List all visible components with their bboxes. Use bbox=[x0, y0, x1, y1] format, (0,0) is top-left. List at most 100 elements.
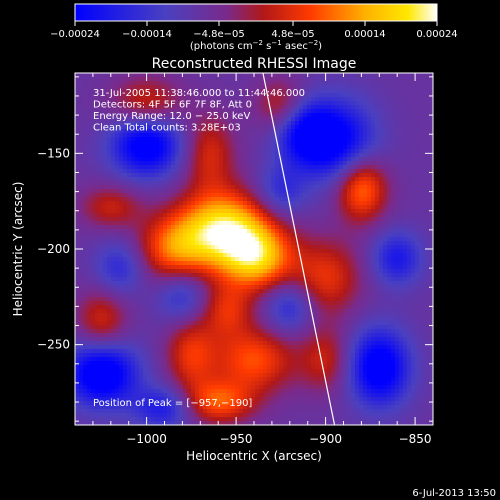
heat-cell bbox=[355, 265, 359, 269]
heat-cell bbox=[343, 189, 347, 193]
heat-cell bbox=[167, 77, 171, 81]
heat-cell bbox=[403, 257, 407, 261]
heat-cell bbox=[223, 253, 227, 257]
heat-cell bbox=[267, 217, 271, 221]
heat-cell bbox=[243, 77, 247, 81]
heat-cell bbox=[203, 229, 207, 233]
heat-cell bbox=[91, 117, 95, 121]
heat-cell bbox=[323, 237, 327, 241]
heat-cell bbox=[91, 105, 95, 109]
heat-cell bbox=[291, 149, 295, 153]
heat-cell bbox=[367, 77, 371, 81]
heat-cell bbox=[159, 161, 163, 165]
heat-cell bbox=[331, 153, 335, 157]
heat-cell bbox=[107, 201, 111, 205]
heat-cell bbox=[395, 165, 399, 169]
heat-cell bbox=[307, 81, 311, 85]
heat-cell bbox=[131, 93, 135, 97]
heat-cell bbox=[179, 133, 183, 137]
heat-cell bbox=[279, 93, 283, 97]
heat-cell bbox=[331, 189, 335, 193]
heat-cell bbox=[215, 249, 219, 253]
heat-cell bbox=[387, 105, 391, 109]
heat-cell bbox=[399, 121, 403, 125]
heat-cell bbox=[131, 249, 135, 253]
heat-cell bbox=[363, 205, 367, 209]
heat-cell bbox=[79, 85, 83, 89]
heat-cell bbox=[83, 169, 87, 173]
heat-cell bbox=[259, 117, 263, 121]
heat-cell bbox=[291, 105, 295, 109]
heat-cell bbox=[355, 205, 359, 209]
heat-cell bbox=[383, 85, 387, 89]
heat-cell bbox=[231, 121, 235, 125]
heat-cell bbox=[171, 245, 175, 249]
heat-cell bbox=[395, 89, 399, 93]
heat-cell bbox=[171, 73, 175, 77]
heat-cell bbox=[335, 217, 339, 221]
heat-cell bbox=[299, 273, 303, 277]
heat-cell bbox=[323, 289, 327, 293]
heat-cell bbox=[247, 129, 251, 133]
heat-cell bbox=[103, 277, 107, 281]
heat-cell bbox=[159, 97, 163, 101]
heat-cell bbox=[279, 261, 283, 265]
heat-cell bbox=[371, 169, 375, 173]
heat-cell bbox=[123, 197, 127, 201]
heat-cell bbox=[327, 289, 331, 293]
heat-cell bbox=[215, 89, 219, 93]
heat-cell bbox=[247, 285, 251, 289]
heat-cell bbox=[267, 225, 271, 229]
heat-cell bbox=[171, 149, 175, 153]
heat-cell bbox=[335, 141, 339, 145]
heat-cell bbox=[395, 101, 399, 105]
heat-cell bbox=[99, 277, 103, 281]
heat-cell bbox=[75, 273, 79, 277]
heat-cell bbox=[323, 197, 327, 201]
heat-cell bbox=[151, 209, 155, 213]
heat-cell bbox=[307, 141, 311, 145]
heat-cell bbox=[267, 117, 271, 121]
heat-cell bbox=[371, 125, 375, 129]
heat-cell bbox=[371, 253, 375, 257]
heat-cell bbox=[239, 265, 243, 269]
heat-cell bbox=[383, 145, 387, 149]
heat-cell bbox=[239, 237, 243, 241]
heat-cell bbox=[83, 285, 87, 289]
heat-cell bbox=[191, 217, 195, 221]
heat-cell bbox=[203, 269, 207, 273]
heat-cell bbox=[319, 285, 323, 289]
heat-cell bbox=[335, 101, 339, 105]
heat-cell bbox=[171, 97, 175, 101]
heat-cell bbox=[299, 281, 303, 285]
heat-cell bbox=[91, 81, 95, 85]
heat-cell bbox=[155, 101, 159, 105]
heat-cell bbox=[243, 245, 247, 249]
heat-cell bbox=[395, 117, 399, 121]
heat-cell bbox=[351, 289, 355, 293]
heat-cell bbox=[219, 217, 223, 221]
heat-cell bbox=[95, 249, 99, 253]
heat-cell bbox=[351, 145, 355, 149]
heat-cell bbox=[327, 185, 331, 189]
heat-cell bbox=[215, 209, 219, 213]
heat-cell bbox=[415, 229, 419, 233]
heat-cell bbox=[291, 241, 295, 245]
heat-cell bbox=[379, 201, 383, 205]
heat-cell bbox=[243, 225, 247, 229]
heat-cell bbox=[271, 253, 275, 257]
heat-cell bbox=[139, 273, 143, 277]
heat-cell bbox=[247, 141, 251, 145]
heat-cell bbox=[283, 225, 287, 229]
heat-cell bbox=[171, 101, 175, 105]
heat-cell bbox=[343, 221, 347, 225]
heat-cell bbox=[151, 129, 155, 133]
heat-cell bbox=[247, 177, 251, 181]
heat-cell bbox=[175, 85, 179, 89]
heat-cell bbox=[363, 177, 367, 181]
heat-cell bbox=[187, 149, 191, 153]
heat-cell bbox=[347, 109, 351, 113]
heat-cell bbox=[223, 245, 227, 249]
heat-cell bbox=[207, 261, 211, 265]
heat-cell bbox=[343, 209, 347, 213]
